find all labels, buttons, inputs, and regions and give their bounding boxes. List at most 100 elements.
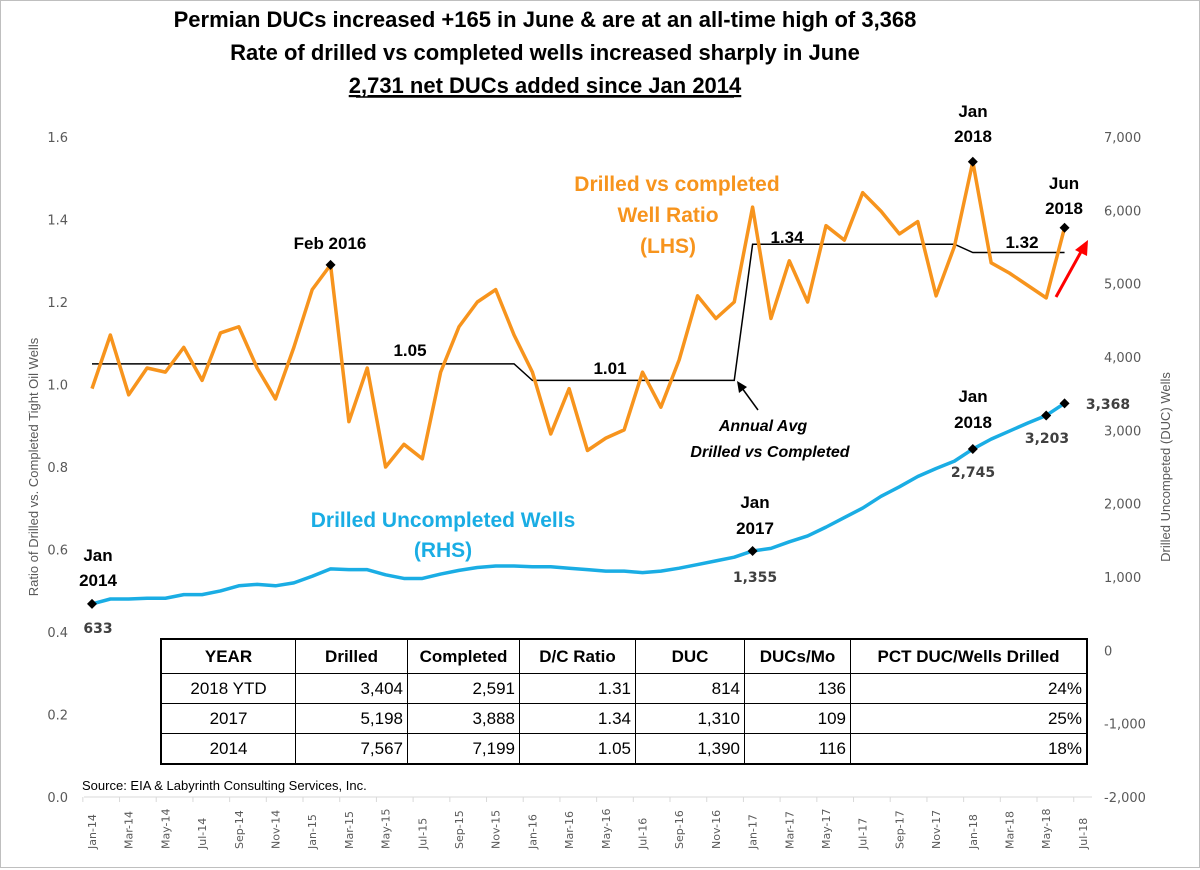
ratio-series-label-2: Well Ratio [617, 204, 718, 227]
x-tick-label: Mar-14 [123, 811, 136, 849]
x-axis: Jan-14 Mar-14 May-14 Jul-14 Sep-14 Nov-14 Jan-… [82, 797, 1090, 850]
x-tick-label: Jan-17 [747, 814, 760, 850]
right-tick-label: 3,000 [1104, 424, 1141, 439]
label-jan-2018-ratio-1: Jan [958, 102, 987, 121]
col-completed: Completed [407, 638, 520, 674]
x-tick-label: Jan-15 [306, 814, 319, 850]
cell: 5,198 [295, 703, 408, 734]
cell: 136 [744, 673, 851, 704]
right-tick-label: -2,000 [1104, 791, 1146, 806]
cell: 18% [850, 733, 1088, 765]
chart-title-line1: Permian DUCs increased +165 in June & ar… [174, 7, 917, 32]
col-year: YEAR [160, 638, 296, 674]
chart-title-line3: 2,731 net DUCs added since Jan 2014 [349, 73, 742, 98]
avg-annotation-2: Drilled vs Completed [690, 444, 850, 461]
cell: 25% [850, 703, 1088, 734]
avg-annotation-1: Annual Avg [718, 418, 808, 435]
cell: 7,567 [295, 733, 408, 765]
x-tick-label: Jan-18 [967, 814, 980, 850]
label-jan-2017-2: 2017 [736, 519, 774, 538]
cell: 1.05 [519, 733, 636, 765]
cell: 1,310 [635, 703, 745, 734]
avg-arrow [741, 387, 759, 411]
series-markers [87, 156, 1070, 609]
duc-value-jan18: 2,745 [951, 465, 995, 481]
ratio-series-label-3: (LHS) [640, 235, 696, 258]
col-ducs-mo: DUCs/Mo [744, 638, 851, 674]
right-tick-label: -1,000 [1104, 718, 1146, 733]
right-tick-label: 7,000 [1104, 131, 1141, 146]
right-tick-label: 0 [1104, 644, 1112, 659]
duc-value-jan14: 633 [83, 621, 112, 637]
x-tick-label: May-18 [1040, 808, 1053, 849]
col-pct: PCT DUC/Wells Drilled [850, 638, 1088, 674]
table-header-row: YEAR Drilled Completed D/C Ratio DUC DUC… [160, 638, 1088, 674]
x-tick-label: Jan-16 [526, 814, 539, 850]
source-note: Source: EIA & Labyrinth Consulting Servi… [82, 778, 367, 793]
cell: 1.31 [519, 673, 636, 704]
duc-value-jun18: 3,368 [1086, 397, 1130, 413]
left-axis: 0.0 0.2 0.4 0.6 0.8 1.0 1.2 1.4 1.6 [47, 131, 68, 806]
x-tick-label: Jul-18 [1077, 818, 1090, 850]
red-arrow-head [1075, 240, 1088, 256]
label-feb-2016: Feb 2016 [294, 234, 367, 253]
x-tick-label: Mar-15 [343, 811, 356, 849]
duc-value-may18: 3,203 [1025, 431, 1069, 447]
avg-label-4: 1.32 [1005, 233, 1038, 252]
label-jan-2018-duc-2: 2018 [954, 413, 992, 432]
left-axis-title: Ratio of Drilled vs. Completed Tight Oil… [26, 337, 41, 596]
label-jun-2018-2: 2018 [1045, 199, 1083, 218]
x-tick-label: Jan-14 [86, 814, 99, 850]
col-duc: DUC [635, 638, 745, 674]
x-tick-label: Nov-15 [490, 810, 503, 849]
summary-table: YEAR Drilled Completed D/C Ratio DUC DUC… [160, 638, 1088, 765]
x-tick-label: Mar-17 [783, 811, 796, 849]
duc-line [91, 401, 1066, 606]
avg-arrow-head [737, 381, 747, 393]
duc-marker [747, 545, 758, 556]
left-tick-label: 0.8 [47, 461, 68, 476]
label-jan-2014-1: Jan [83, 546, 112, 565]
x-tick-label: May-14 [159, 808, 172, 849]
right-axis-title: Drilled Uncompeted (DUC) Wells [1158, 372, 1173, 562]
x-tick-label: Sep-14 [233, 810, 246, 849]
right-tick-label: 4,000 [1104, 351, 1141, 366]
x-tick-label: Sep-17 [893, 810, 906, 849]
ratio-marker [967, 156, 978, 167]
annual-average-path [92, 243, 1065, 382]
chart-title-line2: Rate of drilled vs completed wells incre… [230, 40, 860, 65]
x-tick-label: May-17 [820, 808, 833, 849]
series-lines [90, 160, 1067, 606]
label-jun-2018-1: Jun [1049, 174, 1079, 193]
cell: 24% [850, 673, 1088, 704]
table-row: 2014 7,567 7,199 1.05 1,390 116 18% [160, 733, 1088, 765]
avg-label-3: 1.34 [770, 228, 804, 247]
right-tick-label: 6,000 [1104, 204, 1141, 219]
duc-marker [1041, 410, 1052, 421]
ratio-marker [1059, 222, 1070, 233]
right-tick-label: 5,000 [1104, 278, 1141, 293]
x-tick-label: Nov-14 [270, 810, 283, 849]
label-jan-2014-2: 2014 [79, 571, 117, 590]
x-tick-label: Mar-18 [1004, 811, 1017, 849]
col-drilled: Drilled [295, 638, 408, 674]
duc-series-label-2: (RHS) [414, 539, 472, 562]
right-axis: -2,000 -1,000 0 1,000 2,000 3,000 4,000 5,000 6,… [1104, 131, 1146, 806]
annual-average-line [92, 243, 1065, 382]
left-tick-label: 0.2 [47, 709, 68, 724]
duc-marker [1059, 398, 1070, 409]
x-tick-label: Nov-16 [710, 810, 723, 849]
x-tick-label: Mar-16 [563, 811, 576, 849]
left-tick-label: 0.0 [47, 791, 68, 806]
left-tick-label: 1.4 [47, 214, 68, 229]
cell: 109 [744, 703, 851, 734]
ratio-series-label-1: Drilled vs completed [574, 173, 779, 196]
duc-marker [967, 444, 978, 455]
x-tick-label: Jul-14 [196, 818, 209, 850]
cell: 7,199 [407, 733, 520, 765]
label-jan-2018-duc-1: Jan [958, 387, 987, 406]
right-tick-label: 2,000 [1104, 498, 1141, 513]
x-tick-label: May-15 [380, 808, 393, 849]
x-tick-label: Nov-17 [930, 810, 943, 849]
